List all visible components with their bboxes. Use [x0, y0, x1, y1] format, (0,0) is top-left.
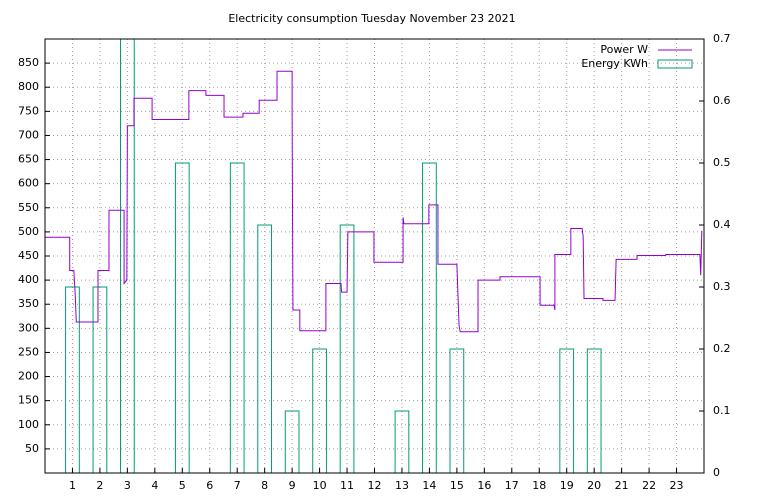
y-tick-label: 400	[18, 273, 39, 286]
y-tick-label: 350	[18, 297, 39, 310]
legend-swatch	[657, 59, 693, 69]
y-tick-label: 800	[18, 80, 39, 93]
y-tick-label: 100	[18, 418, 39, 431]
x-tick-label: 18	[532, 479, 546, 492]
y-tick-label: 700	[18, 128, 39, 141]
y2-tick-label: 0.6	[713, 94, 731, 107]
y-tick-label: 600	[18, 177, 39, 190]
x-tick-label: 17	[505, 479, 519, 492]
x-tick-label: 22	[642, 479, 656, 492]
x-tick-label: 14	[422, 479, 436, 492]
y-tick-label: 550	[18, 201, 39, 214]
y2-tick-label: 0.2	[713, 342, 731, 355]
x-tick-label: 1	[69, 479, 76, 492]
y-tick-label: 250	[18, 345, 39, 358]
x-tick-label: 20	[587, 479, 601, 492]
y2-tick-label: 0.5	[713, 156, 731, 169]
y-tick-label: 150	[18, 394, 39, 407]
legend-label: Power W	[600, 43, 648, 56]
y2-tick-label: 0.7	[713, 32, 731, 45]
x-tick-label: 10	[313, 479, 327, 492]
y-tick-label: 450	[18, 249, 39, 262]
x-tick-label: 4	[151, 479, 158, 492]
y-tick-label: 500	[18, 225, 39, 238]
x-tick-label: 2	[96, 479, 103, 492]
x-tick-label: 8	[261, 479, 268, 492]
x-tick-label: 12	[368, 479, 382, 492]
plot-border	[44, 38, 705, 474]
legend-label: Energy KWh	[581, 57, 648, 70]
y2-tick-label: 0	[713, 466, 720, 479]
y-tick-label: 50	[25, 442, 39, 455]
x-tick-label: 7	[234, 479, 241, 492]
y-tick-label: 750	[18, 104, 39, 117]
x-tick-label: 3	[124, 479, 131, 492]
power-line	[45, 70, 703, 333]
x-tick-label: 16	[477, 479, 491, 492]
x-tick-label: 23	[670, 479, 684, 492]
y2-tick-label: 0.1	[713, 404, 731, 417]
y-tick-label: 850	[18, 56, 39, 69]
y2-tick-label: 0.4	[713, 218, 731, 231]
y-tick-label: 200	[18, 370, 39, 383]
x-tick-label: 19	[560, 479, 574, 492]
y-tick-label: 300	[18, 321, 39, 334]
x-tick-label: 13	[395, 479, 409, 492]
x-tick-label: 21	[615, 479, 629, 492]
x-tick-label: 6	[206, 479, 213, 492]
x-tick-label: 15	[450, 479, 464, 492]
x-tick-label: 11	[340, 479, 354, 492]
y2-tick-label: 0.3	[713, 280, 731, 293]
chart-title: Electricity consumption Tuesday November…	[228, 12, 515, 25]
x-tick-label: 9	[289, 479, 296, 492]
x-tick-label: 5	[179, 479, 186, 492]
y-tick-label: 650	[18, 153, 39, 166]
